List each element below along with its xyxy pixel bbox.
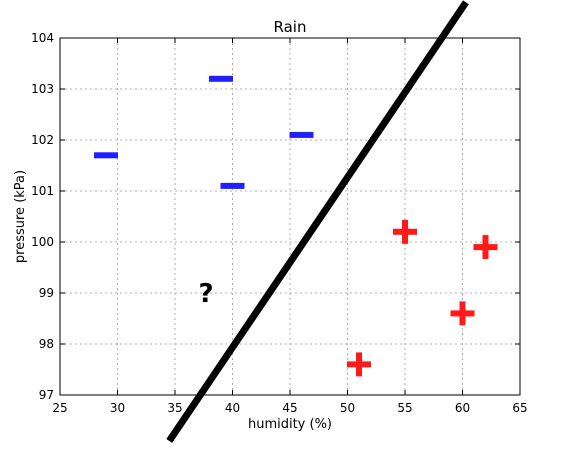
y-tick-label: 102 <box>31 133 54 147</box>
plus-marker <box>393 219 417 244</box>
x-axis-label: humidity (%) <box>248 417 332 432</box>
plus-marker <box>473 235 498 260</box>
y-tick-label: 104 <box>31 31 54 45</box>
minus-marker <box>289 131 314 138</box>
axis-ticks: 25 30 35 40 45 50 55 60 65 97 98 99 100 101 102 103 104 <box>31 31 528 415</box>
x-tick-label: 40 <box>225 401 240 415</box>
decision-boundary-line <box>166 0 469 443</box>
plot-area <box>59 37 521 396</box>
y-tick-label: 98 <box>39 337 54 351</box>
question-mark-annotation: ? <box>199 279 214 309</box>
x-tick-label: 65 <box>512 401 527 415</box>
y-tick-label: 97 <box>39 388 54 402</box>
plus-marker-vertical <box>482 235 489 260</box>
y-tick-label: 103 <box>31 82 54 96</box>
y-tick-label: 100 <box>31 235 54 249</box>
plus-marker-vertical <box>356 352 362 377</box>
y-tick-label: 99 <box>39 286 54 300</box>
plus-marker <box>450 301 475 326</box>
grid-lines <box>60 38 520 395</box>
data-marks <box>94 0 498 443</box>
y-axis-label: pressure (kPa) <box>13 170 28 263</box>
x-tick-label: 25 <box>52 401 67 415</box>
plus-marker-vertical <box>402 219 408 244</box>
plus-marker <box>347 352 371 377</box>
x-tick-label: 50 <box>340 401 355 415</box>
minus-marker <box>209 75 233 82</box>
x-tick-label: 45 <box>282 401 297 415</box>
x-tick-label: 55 <box>397 401 412 415</box>
chart-title: Rain <box>274 18 307 36</box>
y-tick-label: 101 <box>31 184 54 198</box>
x-tick-label: 35 <box>167 401 182 415</box>
x-tick-label: 30 <box>110 401 125 415</box>
minus-marker <box>94 152 118 159</box>
x-tick-label: 60 <box>455 401 470 415</box>
plus-marker-vertical <box>459 301 466 326</box>
minus-marker <box>220 182 245 189</box>
